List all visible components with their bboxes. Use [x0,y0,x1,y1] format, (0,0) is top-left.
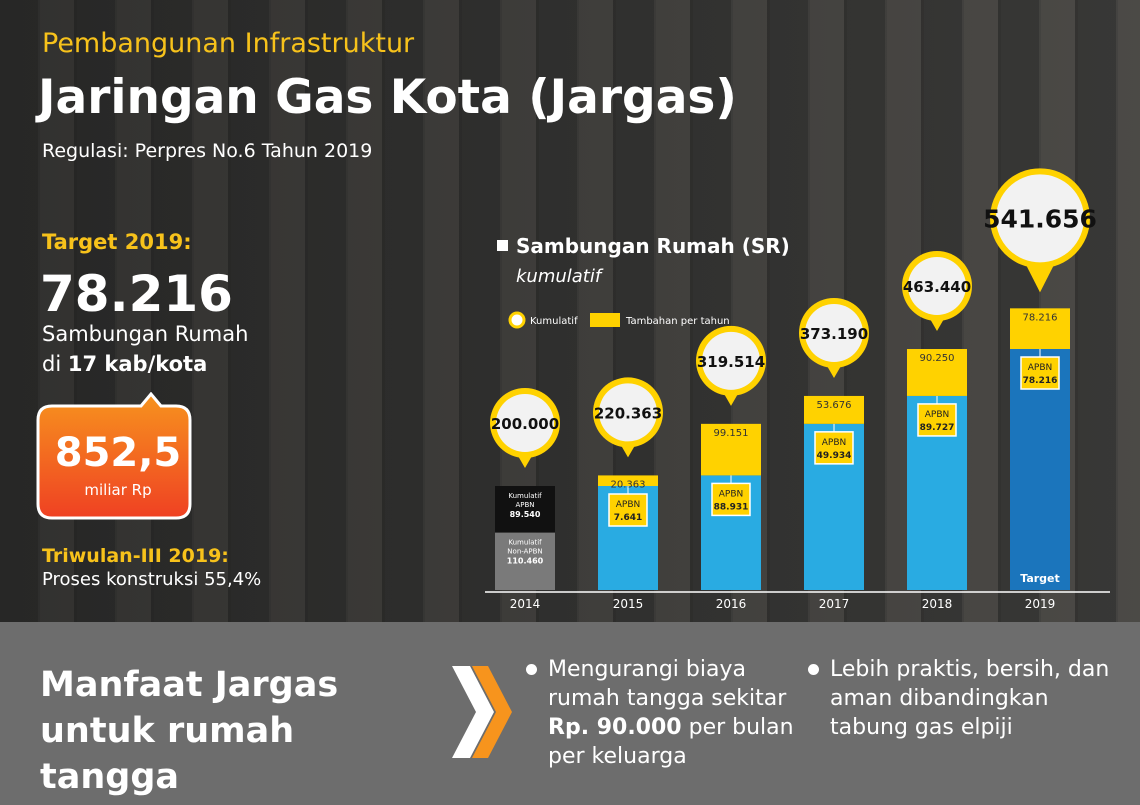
apbn-label: APBN [719,489,744,499]
bubble-value: 541.656 [983,204,1097,233]
segment-value: 110.460 [507,557,544,566]
bubble-value: 200.000 [491,415,559,433]
segment-label: Kumulatif [508,539,542,547]
subtitle: Regulasi: Perpres No.6 Tahun 2019 [42,140,373,162]
target-label: Target 2019: [42,230,192,254]
segment-value: 90.250 [920,353,955,364]
text: Rp. 90.000 [548,715,682,740]
target-location: di 17 kab/kota [42,352,207,376]
budget-unit: miliar Rp [84,481,152,499]
apbn-box [608,493,648,527]
bar-segment [804,395,864,424]
kicker: Pembangunan Infrastruktur [42,28,415,59]
title: Jaringan Gas Kota (Jargas) [38,70,737,125]
chart-title: Sambungan Rumah (SR) [516,234,790,258]
bubble-value: 463.440 [903,278,971,296]
chart: Sambungan Rumah (SR) kumulatif Kumulatif Ta… [485,168,1110,611]
apbn-box [711,482,751,517]
text: per bulan per keluarga [548,715,794,769]
text: di [42,352,62,376]
segment-label: Non-APBN [507,548,542,556]
chevron [452,666,494,758]
segment-value: 20.363 [611,479,646,490]
bubble-value: 319.514 [697,353,765,371]
title-bullet [497,240,508,251]
bubble-inner [496,394,554,452]
apbn-label: APBN [925,410,950,420]
benefits-title: Manfaat Jargas untuk rumah tangga [40,665,339,797]
x-tick-label: 2015 [613,597,644,611]
text: Lebih praktis, bersih, dan aman dibandin… [830,657,1110,740]
benefits-panel: Manfaat Jargas untuk rumah tangga Mengur… [0,622,1140,805]
x-tick-label: 2016 [716,597,747,611]
legend-label: Kumulatif [530,316,578,327]
benefit-item: Lebih praktis, bersih, dan aman dibandin… [808,655,1130,742]
bar-segment [701,423,761,476]
target-value: 78.216 [40,265,233,323]
chevron [472,666,512,758]
bubble-inner [805,303,863,362]
apbn-label: APBN [822,438,847,448]
bar-segment [598,475,658,486]
apbn-value: 88.931 [714,502,749,512]
apbn-box [1020,356,1060,390]
segment-label: Kumulatif [508,492,542,500]
segment-value: 89.540 [510,510,541,519]
apbn-label: APBN [1028,363,1053,373]
x-tick-label: 2019 [1025,597,1056,611]
progress-text: Proses konstruksi 55,4% [42,569,262,590]
bubble-inner [996,174,1084,263]
target-label: Target [1020,572,1060,585]
chart-subtitle: kumulatif [516,266,604,287]
bar-segment [1010,308,1070,350]
chevrons [452,666,512,758]
apbn-value: 78.216 [1023,376,1058,386]
legend-label: Tambahan per tahun [625,316,730,327]
progress-label: Triwulan-III 2019: [42,545,229,567]
budget-shape [36,392,192,520]
bar-segment [495,486,555,533]
segment-value: 99.151 [714,428,749,439]
apbn-value: 7.641 [614,513,642,523]
apbn-box [814,431,854,465]
legend-swatch [508,311,526,329]
bubble-value: 373.190 [800,325,868,343]
segment-label: APBN [515,501,534,509]
text: Mengurangi biaya rumah tangga sekitar [548,657,787,711]
bubble-inner [702,331,760,390]
legend-swatch [590,313,620,327]
apbn-value: 49.934 [817,451,852,461]
benefit-item: Mengurangi biaya rumah tangga sekitar Rp… [526,655,798,771]
apbn-label: APBN [616,500,641,510]
target-unit: Sambungan Rumah [42,322,249,346]
bubble-inner [599,383,657,442]
budget-box [36,392,192,520]
bubble-value: 220.363 [594,404,662,422]
bar-segment [907,349,967,396]
bar-segment [495,532,555,590]
apbn-box [917,403,957,437]
x-tick-label: 2018 [922,597,953,611]
x-tick-label: 2014 [510,597,541,611]
segment-value: 53.676 [817,400,852,411]
segment-value: 78.216 [1023,312,1058,323]
text: 17 kab/kota [67,352,208,376]
budget-value: 852,5 [54,430,182,476]
x-tick-label: 2017 [819,597,850,611]
bubble-inner [908,257,966,316]
apbn-value: 89.727 [920,423,955,433]
